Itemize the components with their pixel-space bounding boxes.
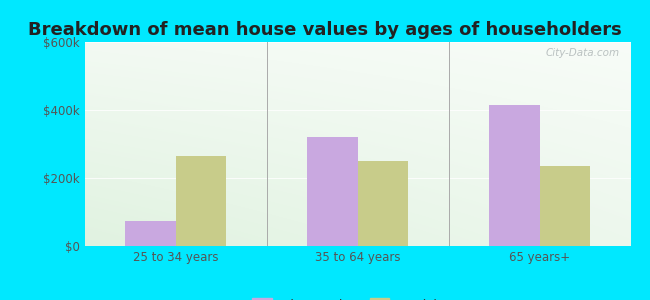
Bar: [358, 161, 408, 246]
Bar: [540, 166, 590, 246]
Bar: [489, 105, 540, 246]
Bar: [125, 220, 176, 246]
Bar: [176, 156, 226, 246]
Bar: [307, 137, 358, 246]
Text: City-Data.com: City-Data.com: [545, 48, 619, 58]
Legend: Elmwood, Louisiana: Elmwood, Louisiana: [247, 293, 468, 300]
Text: Breakdown of mean house values by ages of householders: Breakdown of mean house values by ages o…: [28, 21, 622, 39]
